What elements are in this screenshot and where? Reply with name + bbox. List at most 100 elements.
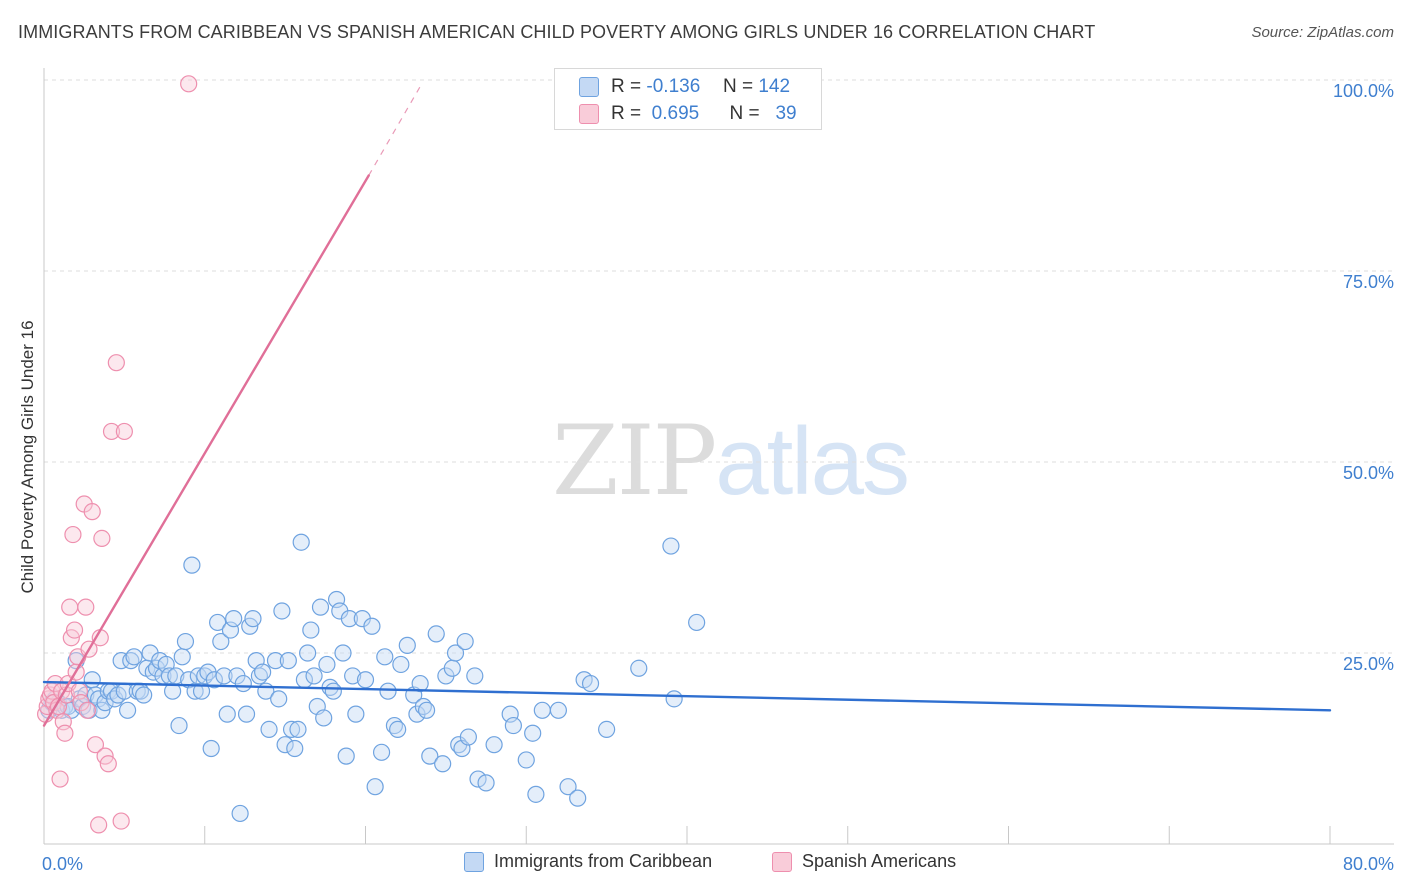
point-caribbean bbox=[469, 770, 487, 788]
point-caribbean bbox=[411, 674, 429, 693]
point-caribbean bbox=[212, 632, 230, 651]
point-caribbean bbox=[83, 671, 101, 689]
point-caribbean bbox=[276, 736, 294, 754]
series-legend: Immigrants from Caribbean Spanish Americ… bbox=[0, 851, 1406, 877]
point-caribbean bbox=[112, 652, 130, 670]
point-caribbean bbox=[389, 720, 407, 739]
point-caribbean bbox=[273, 602, 291, 620]
point-spanish bbox=[86, 736, 105, 754]
point-caribbean bbox=[466, 667, 484, 685]
point-caribbean bbox=[477, 774, 495, 792]
point-caribbean bbox=[254, 663, 272, 681]
point-spanish bbox=[61, 598, 79, 616]
x-tick-label: 0.0% bbox=[42, 854, 83, 874]
point-caribbean bbox=[266, 652, 285, 670]
point-spanish bbox=[51, 770, 69, 788]
point-caribbean bbox=[318, 655, 336, 674]
legend-swatch-caribbean bbox=[579, 77, 599, 97]
point-caribbean bbox=[218, 705, 236, 723]
point-caribbean bbox=[559, 778, 577, 796]
legend-r-value: 0.695 bbox=[651, 103, 700, 124]
point-caribbean bbox=[302, 621, 320, 639]
point-caribbean bbox=[334, 644, 352, 662]
point-caribbean bbox=[630, 659, 648, 677]
y-tick-labels: 25.0% 50.0% 75.0% 100.0% bbox=[1333, 81, 1394, 674]
point-caribbean bbox=[688, 613, 706, 632]
point-caribbean bbox=[517, 751, 535, 769]
legend-label-spanish: Spanish Americans bbox=[802, 851, 957, 871]
point-spanish bbox=[78, 701, 97, 719]
legend-r-value: -0.136 bbox=[646, 76, 701, 97]
point-caribbean bbox=[173, 648, 191, 666]
legend-label-caribbean: Immigrants from Caribbean bbox=[494, 851, 713, 871]
point-caribbean bbox=[344, 667, 362, 685]
point-caribbean bbox=[456, 632, 474, 651]
point-caribbean bbox=[527, 785, 545, 803]
point-caribbean bbox=[485, 736, 503, 754]
point-caribbean bbox=[170, 716, 188, 735]
point-caribbean bbox=[363, 617, 381, 635]
point-caribbean bbox=[231, 804, 249, 823]
axes bbox=[43, 68, 1394, 845]
point-caribbean bbox=[376, 648, 394, 666]
point-caribbean bbox=[421, 747, 439, 765]
point-caribbean bbox=[337, 747, 355, 765]
point-caribbean bbox=[270, 690, 288, 708]
point-caribbean bbox=[315, 709, 333, 727]
point-caribbean bbox=[237, 705, 256, 723]
point-caribbean bbox=[205, 671, 223, 689]
point-spanish bbox=[56, 724, 74, 742]
point-caribbean bbox=[324, 682, 342, 700]
point-caribbean bbox=[398, 636, 416, 654]
point-caribbean bbox=[135, 686, 153, 704]
legend-item-caribbean[interactable]: Immigrants from Caribbean bbox=[464, 851, 712, 872]
legend-swatch-spanish bbox=[772, 851, 792, 872]
point-spanish bbox=[107, 354, 125, 372]
point-caribbean bbox=[427, 625, 445, 643]
legend-row-spanish: R = 0.695 N = 39 bbox=[579, 101, 797, 127]
point-caribbean bbox=[379, 682, 397, 700]
point-spanish bbox=[99, 755, 117, 773]
point-caribbean bbox=[125, 648, 143, 666]
point-caribbean bbox=[366, 778, 384, 796]
gridlines bbox=[44, 79, 1394, 654]
point-caribbean bbox=[392, 655, 410, 674]
point-caribbean bbox=[434, 755, 452, 773]
point-caribbean bbox=[260, 720, 278, 739]
point-spanish bbox=[180, 75, 198, 93]
point-spanish bbox=[65, 621, 84, 639]
legend-r-label: R = bbox=[611, 103, 642, 124]
point-caribbean bbox=[118, 701, 137, 719]
source-label: Source: ZipAtlas.com bbox=[1251, 24, 1394, 41]
legend-item-spanish[interactable]: Spanish Americans bbox=[772, 851, 956, 872]
point-caribbean bbox=[417, 701, 436, 719]
point-spanish bbox=[115, 422, 133, 441]
y-tick-label: 100.0% bbox=[1333, 81, 1394, 101]
legend-n-label: N = bbox=[722, 76, 754, 97]
point-caribbean bbox=[356, 671, 375, 689]
legend-swatch-spanish bbox=[579, 104, 599, 124]
point-caribbean bbox=[524, 724, 542, 742]
data-points bbox=[37, 75, 706, 834]
point-caribbean bbox=[665, 690, 683, 708]
legend-n-label: N = bbox=[729, 103, 760, 124]
x-tick-labels: 0.0% 80.0% bbox=[42, 854, 1394, 874]
point-spanish bbox=[64, 525, 82, 544]
point-caribbean bbox=[598, 720, 616, 739]
correlation-legend: R = -0.136 N = 142 R = 0.695 N = 39 bbox=[554, 68, 822, 130]
point-caribbean bbox=[289, 720, 307, 739]
point-caribbean bbox=[549, 701, 568, 719]
point-caribbean bbox=[446, 644, 465, 662]
point-caribbean bbox=[305, 667, 323, 685]
trend-line-spanish bbox=[42, 174, 370, 727]
point-caribbean bbox=[443, 659, 461, 677]
chart-title: IMMIGRANTS FROM CARIBBEAN VS SPANISH AME… bbox=[18, 22, 1096, 42]
point-caribbean bbox=[215, 667, 233, 685]
x-tick-label: 80.0% bbox=[1343, 854, 1394, 874]
point-spanish bbox=[93, 529, 111, 548]
point-caribbean bbox=[504, 716, 522, 735]
point-caribbean bbox=[234, 674, 252, 693]
point-caribbean bbox=[202, 739, 220, 758]
point-caribbean bbox=[311, 598, 330, 616]
point-caribbean bbox=[347, 705, 365, 723]
